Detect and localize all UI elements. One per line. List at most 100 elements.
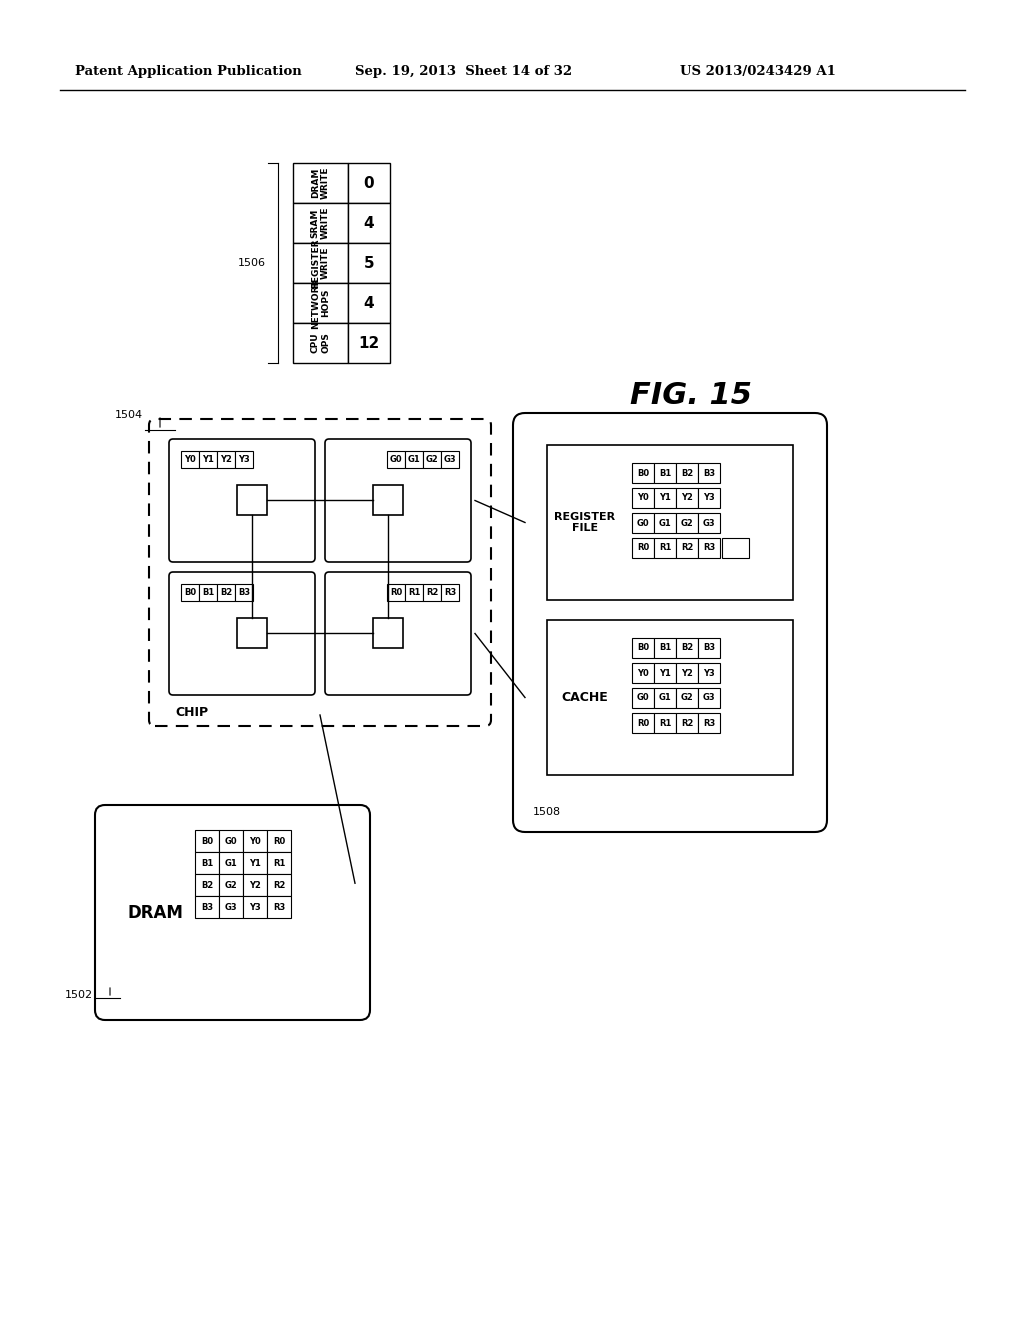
Text: G3: G3 — [443, 455, 457, 465]
Text: Y3: Y3 — [249, 903, 261, 912]
Text: G2: G2 — [224, 880, 238, 890]
Text: R0: R0 — [637, 544, 649, 553]
Text: R0: R0 — [272, 837, 285, 846]
Text: Y2: Y2 — [249, 880, 261, 890]
Text: R1: R1 — [658, 544, 671, 553]
Text: R3: R3 — [272, 903, 285, 912]
Text: G3: G3 — [224, 903, 238, 912]
Bar — [348, 203, 390, 243]
Text: Patent Application Publication: Patent Application Publication — [75, 66, 302, 78]
Text: 4: 4 — [364, 296, 375, 310]
Text: G0: G0 — [637, 693, 649, 702]
Bar — [676, 688, 698, 708]
Text: B2: B2 — [681, 469, 693, 478]
Bar — [181, 583, 199, 601]
Text: G1: G1 — [224, 858, 238, 867]
Text: R0: R0 — [637, 718, 649, 727]
Text: FIG. 15: FIG. 15 — [630, 380, 752, 409]
Text: B0: B0 — [184, 587, 196, 597]
FancyBboxPatch shape — [513, 413, 827, 832]
Bar — [632, 688, 654, 708]
Text: Y1: Y1 — [659, 494, 671, 503]
Text: R1: R1 — [272, 858, 286, 867]
Bar — [698, 488, 720, 508]
Text: B3: B3 — [201, 903, 213, 912]
Bar — [676, 713, 698, 733]
FancyBboxPatch shape — [325, 440, 471, 562]
Bar — [654, 488, 676, 508]
Bar — [654, 688, 676, 708]
Bar — [676, 638, 698, 657]
Bar — [698, 713, 720, 733]
Bar — [654, 513, 676, 533]
Text: R3: R3 — [443, 587, 456, 597]
FancyBboxPatch shape — [150, 418, 490, 726]
Bar — [676, 663, 698, 682]
Bar — [348, 162, 390, 203]
Bar — [406, 451, 423, 469]
Text: R3: R3 — [702, 544, 715, 553]
Text: B0: B0 — [637, 469, 649, 478]
Text: G1: G1 — [658, 693, 672, 702]
Text: SRAM
WRITE: SRAM WRITE — [311, 207, 330, 239]
Text: Y0: Y0 — [249, 837, 261, 846]
Text: R: R — [383, 626, 393, 640]
Bar — [243, 896, 267, 917]
Bar — [219, 874, 243, 896]
Text: R1: R1 — [658, 718, 671, 727]
Bar — [441, 451, 459, 469]
Text: 0: 0 — [364, 176, 375, 190]
Bar — [293, 203, 348, 243]
Bar — [293, 243, 348, 282]
Text: G1: G1 — [658, 519, 672, 528]
Bar — [293, 323, 348, 363]
Text: R: R — [383, 492, 393, 507]
Text: B1: B1 — [658, 469, 671, 478]
Text: B2: B2 — [201, 880, 213, 890]
Bar — [217, 583, 234, 601]
Bar — [632, 638, 654, 657]
Bar — [373, 484, 403, 515]
Bar — [237, 618, 267, 648]
Text: R2: R2 — [681, 544, 693, 553]
Bar — [195, 896, 219, 917]
Text: Y1: Y1 — [249, 858, 261, 867]
Text: CPU
OPS: CPU OPS — [311, 333, 330, 354]
Bar — [237, 484, 267, 515]
FancyBboxPatch shape — [169, 440, 315, 562]
FancyBboxPatch shape — [95, 805, 370, 1020]
Text: CHIP: CHIP — [175, 705, 208, 718]
Text: R2: R2 — [426, 587, 438, 597]
Bar — [441, 583, 459, 601]
Text: R3: R3 — [702, 718, 715, 727]
Bar — [632, 463, 654, 483]
Text: DRAM: DRAM — [127, 903, 183, 921]
Text: B2: B2 — [681, 644, 693, 652]
Bar — [199, 583, 217, 601]
Bar — [423, 451, 441, 469]
Text: R: R — [247, 626, 257, 640]
Bar — [423, 583, 441, 601]
Text: B0: B0 — [201, 837, 213, 846]
Bar — [267, 896, 291, 917]
Bar — [547, 620, 793, 775]
Text: G2: G2 — [681, 519, 693, 528]
Text: Y1: Y1 — [659, 668, 671, 677]
Bar — [348, 282, 390, 323]
Bar — [373, 618, 403, 648]
Text: US 2013/0243429 A1: US 2013/0243429 A1 — [680, 66, 836, 78]
FancyBboxPatch shape — [325, 572, 471, 696]
Bar — [632, 539, 654, 558]
Text: Y0: Y0 — [637, 668, 649, 677]
Bar — [387, 451, 406, 469]
Bar — [654, 663, 676, 682]
Bar — [547, 445, 793, 601]
Bar — [243, 874, 267, 896]
Text: 1502: 1502 — [65, 990, 93, 1001]
Text: DRAM
WRITE: DRAM WRITE — [311, 166, 330, 199]
Bar — [267, 830, 291, 851]
Bar — [632, 513, 654, 533]
Bar — [632, 488, 654, 508]
Text: Y0: Y0 — [184, 455, 196, 465]
Text: G0: G0 — [390, 455, 402, 465]
